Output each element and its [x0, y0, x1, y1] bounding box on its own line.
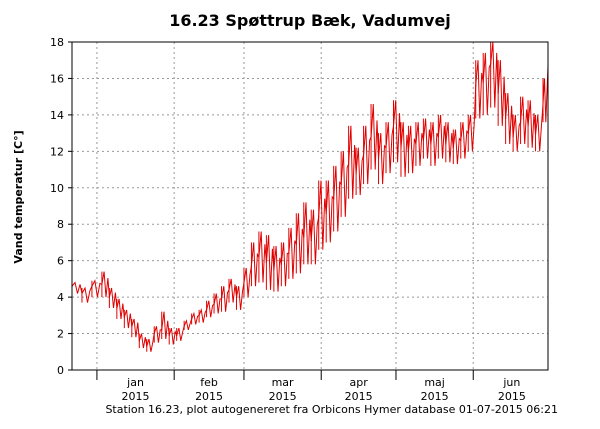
series-point	[325, 212, 327, 214]
series-point	[377, 158, 380, 160]
x-tick-label: jun	[502, 376, 520, 389]
series-point	[191, 318, 193, 320]
x-tick-label: jan	[126, 376, 144, 389]
series-point	[452, 147, 454, 149]
series-point	[138, 340, 140, 342]
series-point	[355, 172, 357, 174]
series-point	[460, 139, 462, 141]
x-tick-year-label: 2015	[345, 390, 373, 403]
series-point	[512, 136, 514, 138]
series-point	[205, 309, 208, 311]
series-line	[71, 41, 549, 352]
y-axis-label: Vand temperatur [C°]	[12, 130, 25, 263]
series-point	[385, 147, 387, 149]
series-point	[370, 136, 372, 138]
y-tick-label: 4	[57, 291, 64, 304]
series-point	[430, 143, 432, 145]
x-tick-label: feb	[200, 376, 218, 389]
series-point	[437, 136, 439, 138]
x-tick-year-label: 2015	[122, 390, 150, 403]
series-point	[220, 298, 223, 300]
series-point	[258, 256, 260, 258]
x-tick-year-label: 2015	[269, 390, 297, 403]
series-point	[131, 325, 133, 327]
plot-frame	[71, 41, 549, 371]
series-point	[415, 143, 417, 145]
series-point	[161, 329, 163, 331]
series-point	[176, 334, 178, 336]
series-point	[490, 63, 492, 65]
series-point	[340, 183, 342, 185]
series-point	[235, 296, 238, 298]
series-point	[213, 303, 215, 305]
series-point	[91, 285, 93, 287]
series-point	[348, 163, 350, 165]
x-tick-label: maj	[424, 376, 445, 389]
series-point	[288, 252, 290, 254]
series-point	[116, 307, 118, 309]
series-point	[422, 139, 424, 141]
series-point	[475, 85, 477, 87]
series-point	[108, 296, 110, 298]
x-tick-year-label: 2015	[195, 390, 223, 403]
x-tick-label: apr	[349, 376, 368, 389]
series-point	[228, 289, 230, 291]
series-point	[400, 147, 402, 149]
series-point	[482, 81, 484, 83]
series-point	[505, 117, 507, 120]
series-point	[146, 345, 148, 347]
x-tick-year-label: 2015	[421, 390, 449, 403]
series-point	[310, 240, 312, 242]
series-point	[265, 261, 267, 264]
series-point	[467, 132, 469, 134]
series-point	[153, 332, 155, 335]
series-point	[497, 92, 499, 94]
series-point	[333, 198, 335, 200]
series-point	[392, 125, 395, 127]
series-point	[243, 281, 245, 284]
series-point	[123, 316, 125, 318]
y-tick-label: 2	[57, 328, 64, 341]
y-tick-label: 0	[57, 364, 64, 377]
series-point	[183, 325, 185, 327]
footer-note: Station 16.23, plot autogenereret fra Or…	[105, 403, 558, 416]
series-point	[303, 236, 305, 238]
y-tick-label: 18	[50, 36, 64, 49]
series-point	[362, 154, 365, 156]
chart-title: 16.23 Spøttrup Bæk, Vadumvej	[169, 11, 451, 30]
y-tick-label: 14	[50, 109, 64, 122]
y-tick-label: 8	[57, 218, 64, 231]
series-point	[198, 314, 200, 316]
series-point	[542, 103, 544, 105]
x-tick-year-label: 2015	[498, 390, 526, 403]
series-layer	[71, 41, 549, 352]
series-point	[318, 216, 320, 218]
series-point	[445, 143, 447, 145]
y-tick-label: 12	[50, 145, 64, 158]
series-point	[295, 243, 297, 245]
x-tick-label: mar	[272, 376, 294, 389]
y-tick-label: 6	[57, 255, 64, 268]
series-point	[280, 263, 282, 265]
axes: 024681012141618jan2015feb2015mar2015apr2…	[50, 36, 526, 403]
y-tick-label: 16	[50, 72, 64, 85]
y-tick-label: 10	[50, 182, 64, 195]
series-point	[273, 269, 275, 271]
gridlines	[72, 42, 548, 370]
series-point	[250, 265, 253, 267]
series-point	[407, 150, 410, 152]
series-point	[519, 121, 522, 123]
series-point	[527, 125, 529, 127]
series-point	[168, 334, 170, 336]
series-point	[534, 134, 537, 136]
series-point	[81, 292, 83, 295]
series-point	[101, 283, 103, 285]
